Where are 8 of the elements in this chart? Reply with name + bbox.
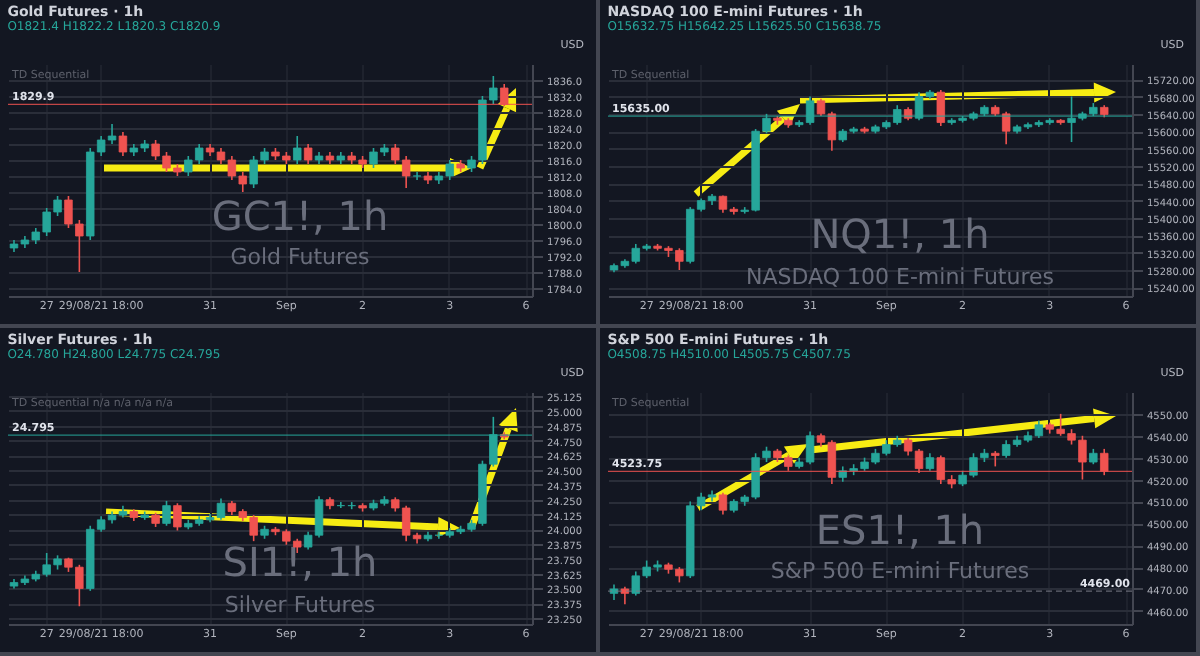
annotation: SI1!, 1h [222, 538, 378, 586]
annotation: Gold Futures [230, 244, 371, 270]
annotation: ES1!, 1h [815, 505, 985, 554]
annotation: GC1!, 1h [211, 192, 389, 240]
annotation: Silver Futures [224, 592, 376, 618]
annotation: S&P 500 E-mini Futures [770, 557, 1030, 584]
annotation: NQ1!, 1h [810, 210, 990, 258]
annotation: NASDAQ 100 E-mini Futures [746, 264, 1055, 290]
